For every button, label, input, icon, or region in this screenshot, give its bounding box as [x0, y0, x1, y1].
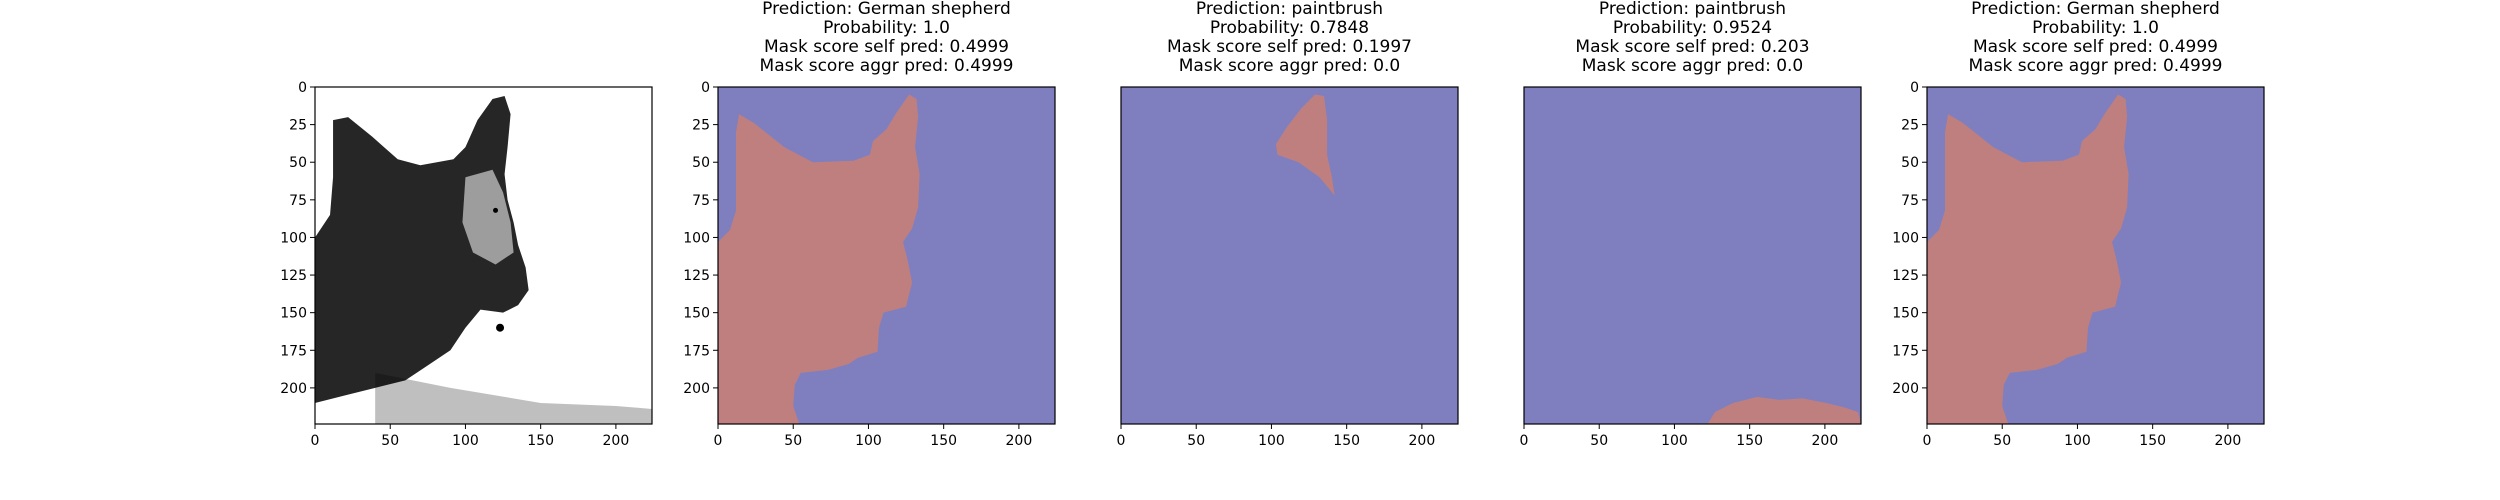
y-tick-label: 0 [701, 80, 710, 96]
mask-region [1275, 94, 1335, 196]
x-tick-label: 100 [1258, 433, 1285, 449]
y-tick-label: 100 [1892, 230, 1919, 246]
dog-body-shadow [375, 372, 652, 424]
panel-title-line: Probability: 1.0 [2032, 18, 2159, 38]
x-tick-label: 100 [2064, 433, 2091, 449]
panel-2: Prediction: German shepherdProbability: … [683, 0, 1056, 449]
dog-silhouette [315, 96, 529, 403]
x-tick-label: 0 [1520, 433, 1529, 449]
y-tick-label: 50 [692, 155, 710, 171]
y-tick-label: 175 [1892, 343, 1919, 359]
x-tick-label: 50 [1993, 433, 2011, 449]
y-tick-label: 200 [683, 381, 710, 397]
panel-title-line: Mask score self pred: 0.1997 [1167, 37, 1412, 57]
panel-title-line: Mask score aggr pred: 0.4999 [1969, 56, 2223, 76]
y-tick-label: 50 [1901, 155, 1919, 171]
panel-title-line: Probability: 1.0 [823, 18, 950, 38]
x-tick-label: 50 [784, 433, 802, 449]
y-tick-label: 100 [683, 230, 710, 246]
y-tick-label: 100 [280, 230, 307, 246]
axes-frame [1120, 86, 1459, 425]
mask-region [1927, 94, 2129, 424]
dog-nose [496, 323, 505, 332]
y-tick-label: 0 [298, 80, 307, 96]
y-tick-label: 75 [1901, 193, 1919, 209]
y-tick-label: 150 [280, 306, 307, 322]
y-tick-label: 25 [289, 118, 307, 134]
axes-frame [717, 86, 1056, 425]
x-tick-label: 150 [2139, 433, 2166, 449]
panel-5: Prediction: German shepherdProbability: … [1892, 0, 2265, 449]
y-tick-label: 150 [1892, 306, 1919, 322]
x-tick-label: 150 [1333, 433, 1360, 449]
x-tick-label: 0 [714, 433, 723, 449]
panel-title-line: Mask score self pred: 0.4999 [1973, 37, 2218, 57]
x-tick-label: 150 [1736, 433, 1763, 449]
x-tick-label: 50 [381, 433, 399, 449]
panel-title-line: Mask score aggr pred: 0.0 [1179, 56, 1401, 76]
y-tick-label: 125 [1892, 268, 1919, 284]
y-tick-label: 175 [280, 343, 307, 359]
y-tick-label: 25 [1901, 118, 1919, 134]
x-tick-label: 150 [930, 433, 957, 449]
x-tick-label: 0 [1117, 433, 1126, 449]
x-tick-label: 50 [1590, 433, 1608, 449]
mask-region [1707, 396, 1861, 424]
x-tick-label: 100 [1661, 433, 1688, 449]
y-tick-label: 125 [280, 268, 307, 284]
panel-title-line: Mask score self pred: 0.203 [1575, 37, 1809, 57]
y-tick-label: 125 [683, 268, 710, 284]
panel-title-line: Probability: 0.9524 [1613, 18, 1772, 38]
x-tick-label: 200 [1006, 433, 1033, 449]
y-tick-label: 75 [692, 193, 710, 209]
panel-title-line: Prediction: German shepherd [1971, 0, 2220, 19]
x-tick-label: 200 [1812, 433, 1839, 449]
dog-eye [493, 207, 499, 213]
x-tick-label: 200 [1409, 433, 1436, 449]
x-tick-label: 150 [527, 433, 554, 449]
axes-frame [314, 86, 653, 425]
y-tick-label: 75 [289, 193, 307, 209]
x-tick-label: 0 [311, 433, 320, 449]
y-tick-label: 50 [289, 155, 307, 171]
x-tick-label: 100 [452, 433, 479, 449]
x-tick-label: 0 [1923, 433, 1932, 449]
dog-face-highlight [462, 169, 514, 265]
mask-region [718, 94, 920, 424]
x-tick-label: 200 [603, 433, 630, 449]
y-tick-label: 200 [1892, 381, 1919, 397]
panel-title-line: Probability: 0.7848 [1210, 18, 1369, 38]
x-tick-label: 50 [1187, 433, 1205, 449]
y-tick-label: 200 [280, 381, 307, 397]
panel-title-line: Prediction: paintbrush [1599, 0, 1786, 19]
axes-frame [1523, 86, 1862, 425]
y-tick-label: 150 [683, 306, 710, 322]
panel-title-line: Mask score aggr pred: 0.4999 [760, 56, 1014, 76]
axes-frame [1926, 86, 2265, 425]
panel-1: 0 50 100 150 200 0 25 50 75 100 125 150 175 200 [280, 80, 653, 449]
panel-title-line: Mask score self pred: 0.4999 [764, 37, 1009, 57]
y-tick-label: 175 [683, 343, 710, 359]
panel-title-line: Prediction: German shepherd [762, 0, 1011, 19]
x-tick-label: 100 [855, 433, 882, 449]
x-tick-label: 200 [2215, 433, 2242, 449]
mask-background [1524, 87, 1861, 424]
y-tick-label: 0 [1910, 80, 1919, 96]
panel-title-line: Mask score aggr pred: 0.0 [1582, 56, 1804, 76]
panel-title-line: Prediction: paintbrush [1196, 0, 1383, 19]
y-tick-label: 25 [692, 118, 710, 134]
